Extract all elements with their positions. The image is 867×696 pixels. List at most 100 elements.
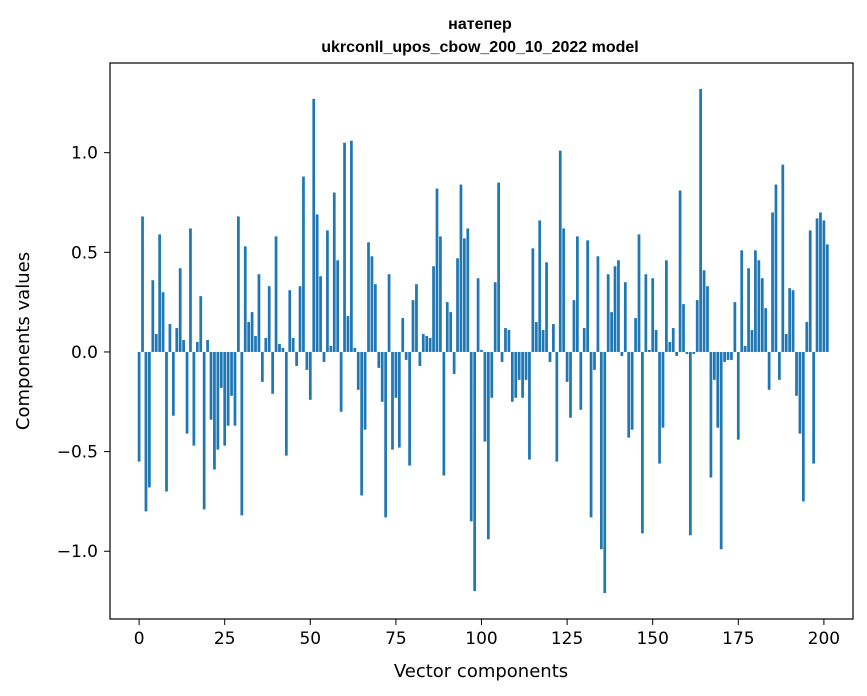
bar-72 (384, 351, 387, 518)
x-tick-label: 200 (808, 629, 840, 649)
bar-45 (291, 338, 295, 352)
bar-173 (730, 351, 733, 360)
x-axis-ticks: 0 25 50 75 100 125 150 175 200 (134, 619, 840, 649)
bar-109 (510, 351, 514, 402)
bar-24 (219, 351, 223, 388)
bar-54 (322, 351, 326, 362)
bar-111 (517, 351, 521, 380)
bar-34 (254, 336, 257, 352)
bar-125 (565, 351, 569, 382)
chart-subtitle: ukrconll_upos_cbow_200_10_2022 model (321, 39, 638, 56)
bar-21 (209, 351, 213, 420)
bar-137 (606, 274, 610, 352)
bar-39 (271, 351, 275, 394)
bar-172 (726, 351, 730, 360)
bar-149 (647, 349, 651, 352)
bar-168 (712, 351, 716, 380)
bar-150 (651, 278, 655, 352)
bar-70 (377, 351, 381, 368)
bar-89 (442, 351, 446, 476)
bar-195 (805, 322, 809, 352)
bar-62 (350, 140, 353, 352)
bar-44 (288, 290, 292, 352)
bar-52 (315, 214, 319, 352)
bar-191 (791, 290, 795, 352)
bar-177 (743, 345, 747, 352)
bar-135 (599, 351, 603, 550)
bar-167 (709, 351, 713, 478)
y-tick-label: −1.0 (57, 542, 98, 562)
bar-198 (815, 218, 819, 352)
bar-139 (613, 266, 617, 352)
y-tick-label: 0.0 (71, 343, 98, 363)
bar-6 (158, 234, 162, 352)
bar-182 (760, 278, 764, 352)
bar-133 (593, 351, 596, 370)
bar-148 (644, 274, 648, 352)
bar-26 (226, 351, 230, 426)
bar-126 (569, 351, 572, 418)
bar-5 (154, 334, 158, 352)
bar-87 (435, 188, 439, 352)
bar-113 (524, 351, 528, 380)
bar-201 (825, 244, 829, 352)
bar-17 (195, 342, 199, 352)
bar-92 (452, 351, 456, 374)
bar-192 (795, 351, 798, 396)
bar-131 (586, 240, 590, 352)
bar-98 (473, 351, 477, 592)
bar-36 (261, 351, 264, 382)
bar-117 (538, 220, 542, 352)
x-tick-label: 0 (134, 629, 145, 649)
bar-3 (148, 351, 151, 488)
bar-78 (404, 351, 408, 360)
bar-63 (353, 347, 357, 352)
bar-140 (617, 260, 620, 352)
bar-53 (319, 276, 322, 352)
bar-25 (223, 351, 227, 446)
bar-75 (394, 351, 398, 398)
bar-188 (781, 164, 785, 352)
bar-128 (576, 236, 579, 352)
bar-143 (627, 351, 631, 438)
bar-116 (534, 322, 538, 352)
bar-132 (589, 351, 593, 518)
bar-2 (144, 351, 148, 512)
bar-174 (733, 302, 737, 352)
bar-162 (692, 351, 696, 354)
bar-82 (418, 351, 422, 366)
bar-158 (678, 190, 682, 352)
bar-35 (257, 274, 261, 352)
bar-59 (339, 351, 343, 412)
bar-31 (243, 246, 247, 352)
bar-73 (387, 274, 391, 352)
bar-88 (439, 236, 442, 352)
x-tick-label: 50 (299, 629, 321, 649)
bar-30 (240, 351, 244, 516)
bar-8 (165, 351, 168, 492)
bar-66 (363, 351, 367, 430)
bar-7 (161, 292, 165, 352)
bar-40 (274, 236, 278, 352)
y-axis-label: Components values (13, 252, 34, 430)
x-tick-label: 75 (385, 629, 407, 649)
bar-185 (771, 212, 774, 352)
bar-176 (740, 250, 744, 352)
bar-194 (801, 351, 805, 502)
bar-108 (507, 330, 511, 352)
bar-200 (822, 220, 826, 352)
bar-47 (298, 286, 302, 352)
bar-141 (620, 351, 624, 356)
bar-57 (332, 192, 336, 352)
bar-85 (428, 338, 432, 352)
bar-159 (682, 304, 685, 352)
bar-55 (326, 230, 329, 352)
bar-33 (250, 312, 254, 352)
bar-10 (171, 351, 175, 416)
bar-170 (719, 351, 723, 550)
bar-51 (312, 98, 316, 352)
bar-11 (175, 328, 179, 352)
bar-1 (141, 216, 144, 352)
x-axis-label: Vector components (394, 661, 568, 682)
bar-83 (421, 334, 425, 352)
